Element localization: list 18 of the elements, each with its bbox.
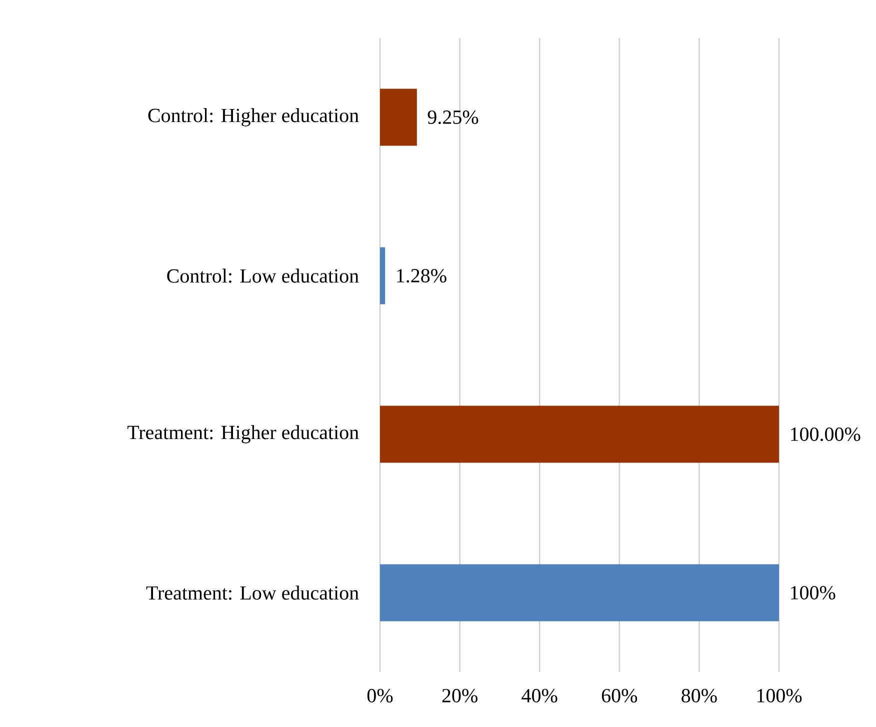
- x-tick-label: 100%: [757, 688, 802, 702]
- y-tick-label: Treatment: Higher education: [127, 425, 359, 444]
- x-tick-label: 60%: [602, 688, 638, 702]
- bar: [380, 406, 779, 463]
- bar: [380, 88, 417, 146]
- y-tick-label: Control: Low education: [167, 268, 359, 283]
- data-label: 9.25%: [428, 110, 478, 124]
- data-label: 100%: [791, 586, 836, 600]
- data-label: 1.28%: [397, 268, 446, 283]
- x-tick-label: 80%: [682, 688, 717, 702]
- y-tick-label: Treatment: Low education: [146, 586, 359, 600]
- x-tick-label: 40%: [522, 688, 558, 702]
- x-tick-label: 0%: [367, 688, 393, 702]
- bar: [380, 564, 779, 622]
- y-tick-label: Control: Higher education: [148, 108, 359, 126]
- x-tick-label: 20%: [442, 688, 478, 702]
- bar: [380, 247, 386, 304]
- data-label: 100.00%: [791, 427, 860, 442]
